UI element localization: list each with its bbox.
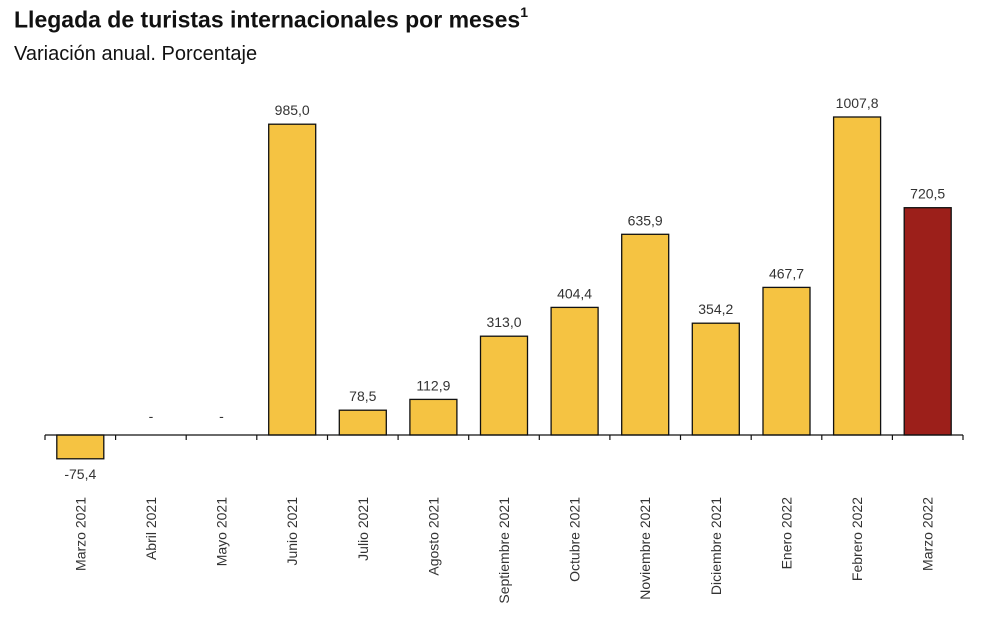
x-tick-label: Febrero 2022 xyxy=(849,497,865,581)
x-tick-label: Noviembre 2021 xyxy=(637,497,653,600)
data-label: 313,0 xyxy=(486,314,521,330)
bar xyxy=(621,233,670,436)
bar xyxy=(338,409,387,436)
bar xyxy=(762,286,811,436)
x-tick-label: Marzo 2022 xyxy=(920,497,936,571)
title-footnote-marker: 1 xyxy=(520,4,528,20)
x-tick-label: Mayo 2021 xyxy=(214,497,230,566)
bar xyxy=(550,306,599,436)
x-tick-label: Enero 2022 xyxy=(779,497,795,570)
x-tick-label: Julio 2021 xyxy=(355,497,371,561)
bar xyxy=(903,207,952,436)
bar xyxy=(832,116,882,436)
chart-title: Llegada de turistas internacionales por … xyxy=(14,4,528,34)
x-tick-label: Octubre 2021 xyxy=(567,497,583,582)
data-label: 404,4 xyxy=(557,285,592,301)
x-tick-label: Septiembre 2021 xyxy=(496,497,512,604)
bar xyxy=(56,434,105,460)
x-tick-label: Diciembre 2021 xyxy=(708,497,724,595)
data-label: - xyxy=(149,408,154,424)
x-tick-label: Abril 2021 xyxy=(143,497,159,560)
data-label: 635,9 xyxy=(628,212,663,228)
x-tick-label: Agosto 2021 xyxy=(425,497,441,576)
bar xyxy=(691,322,740,436)
data-label: 985,0 xyxy=(275,102,310,118)
data-label: 467,7 xyxy=(769,265,804,281)
data-label: 78,5 xyxy=(349,388,376,404)
bar xyxy=(479,335,529,436)
data-label: - xyxy=(219,408,224,424)
x-tick-label: Junio 2021 xyxy=(284,497,300,566)
data-label: 1007,8 xyxy=(836,95,879,111)
chart-subtitle: Variación anual. Porcentaje xyxy=(14,43,258,65)
x-tick-label: Marzo 2021 xyxy=(72,497,88,571)
bar xyxy=(268,123,317,436)
data-label: 720,5 xyxy=(910,186,945,202)
chart-title-text: Llegada de turistas internacionales por … xyxy=(14,6,521,33)
data-label: -75,4 xyxy=(64,466,96,482)
data-label: 354,2 xyxy=(698,301,733,317)
bar xyxy=(409,398,458,436)
data-label: 112,9 xyxy=(416,377,450,393)
